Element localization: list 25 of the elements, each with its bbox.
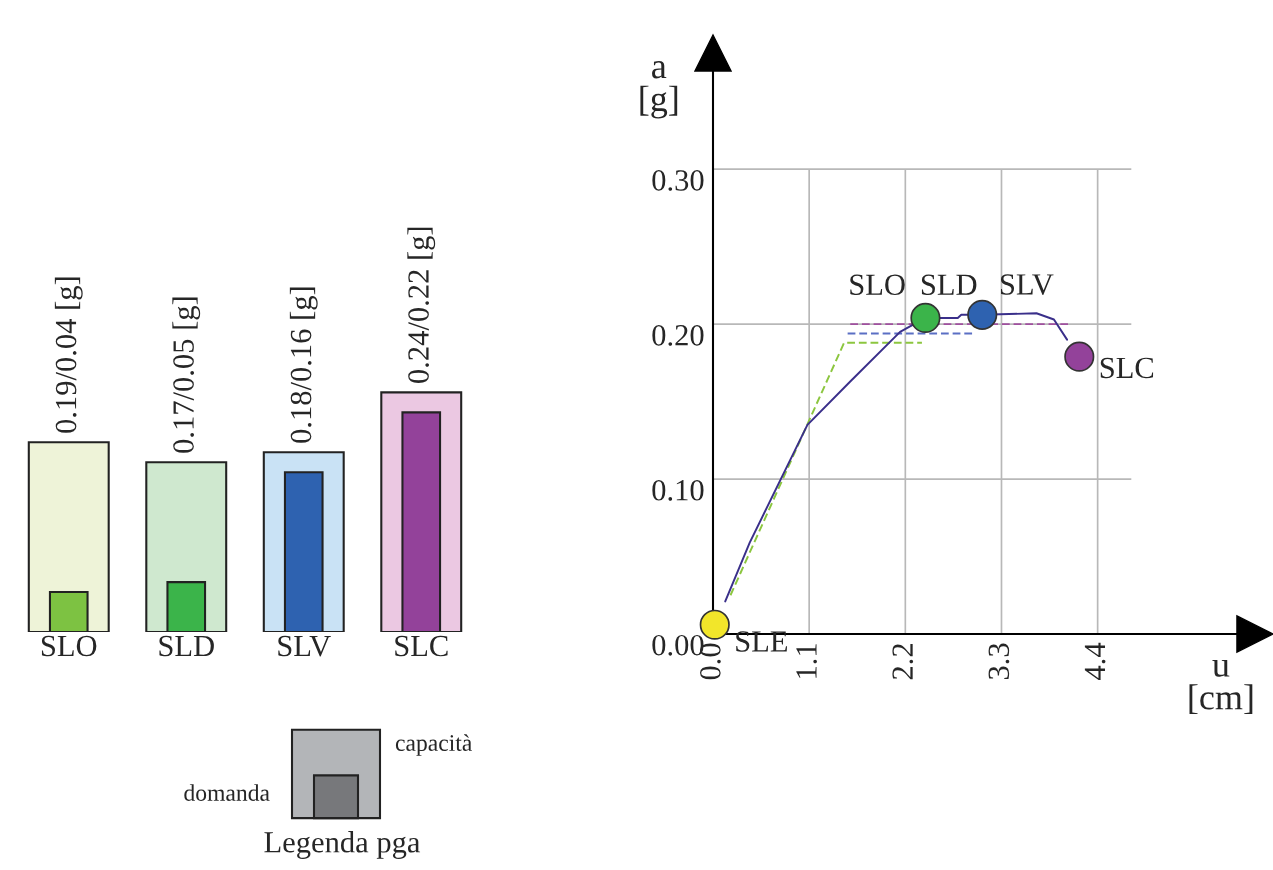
x-axis-title: u [cm] xyxy=(1189,659,1253,715)
x-tick-label: 3.3 xyxy=(988,643,1010,680)
x-tick-label: SLD xyxy=(159,635,214,657)
text: capacità xyxy=(395,734,472,756)
annotation: SLE xyxy=(736,631,787,652)
annotation: SLO xyxy=(850,274,905,296)
x-tick-label: 4.4 xyxy=(1084,642,1106,680)
y-tick-label: 0.10 xyxy=(652,479,704,501)
x-tick-label: SLO xyxy=(41,635,97,657)
annotation: SLC xyxy=(1100,357,1154,379)
x-tick-label: SLV xyxy=(278,635,331,657)
y-tick-label: 0.20 xyxy=(652,325,704,346)
y-axis-title: a [g] xyxy=(640,61,678,119)
text: domanda xyxy=(184,784,270,801)
annotation: SLV xyxy=(1000,274,1054,295)
text: Legenda pga xyxy=(264,831,421,859)
x-tick-label: 1.1 xyxy=(796,644,817,678)
y-tick-label: 0.30 xyxy=(652,170,704,191)
data-label: 0.19/0.04 [g] xyxy=(54,277,83,433)
x-tick-label: 2.2 xyxy=(892,644,914,680)
data-label: 0.18/0.16 [g] xyxy=(289,287,318,443)
x-tick-label: SLC xyxy=(395,635,448,657)
data-label: 0.24/0.22 [g] xyxy=(407,227,436,383)
annotation: SLD xyxy=(921,274,977,296)
data-label: 0.17/0.05 [g] xyxy=(172,297,201,453)
